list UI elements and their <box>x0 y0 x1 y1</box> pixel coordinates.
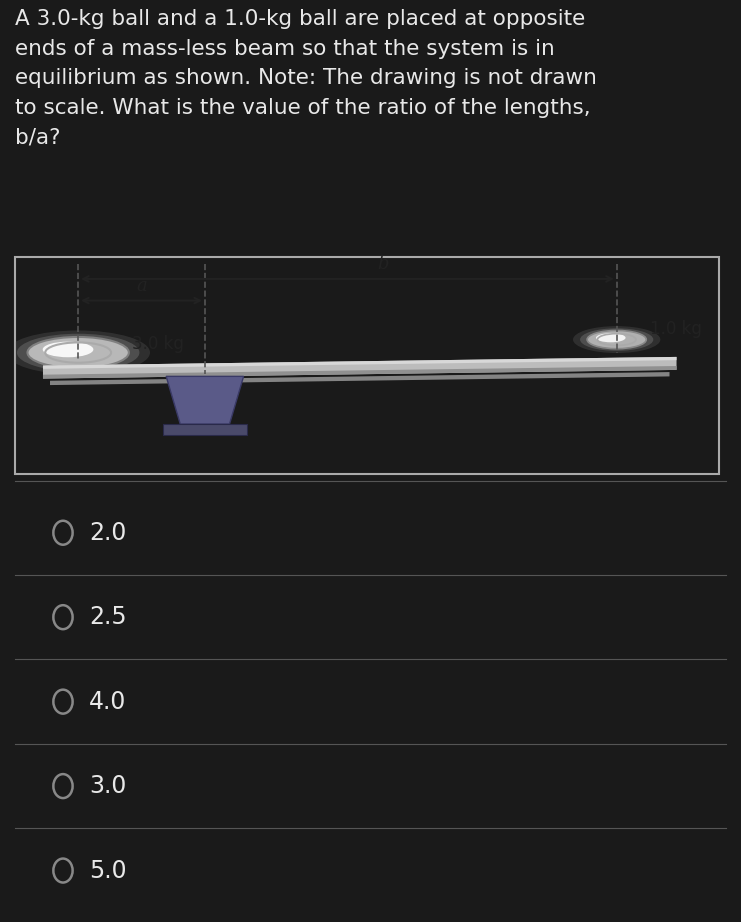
Circle shape <box>596 333 625 342</box>
Text: 1.0 kg: 1.0 kg <box>650 320 702 337</box>
Circle shape <box>587 330 646 349</box>
Circle shape <box>17 334 139 372</box>
Text: a: a <box>136 278 147 295</box>
Circle shape <box>573 326 660 353</box>
Circle shape <box>27 337 129 368</box>
Circle shape <box>580 328 654 351</box>
Text: 3.0: 3.0 <box>89 774 126 798</box>
Polygon shape <box>50 372 669 385</box>
Polygon shape <box>166 376 244 424</box>
Text: 3.0 kg: 3.0 kg <box>133 335 185 353</box>
Text: 2.0: 2.0 <box>89 521 126 545</box>
Bar <box>162 424 247 435</box>
Text: b: b <box>377 255 388 274</box>
Circle shape <box>43 342 93 357</box>
Circle shape <box>7 330 150 374</box>
Polygon shape <box>43 357 677 369</box>
Text: 5.0: 5.0 <box>89 858 127 882</box>
Polygon shape <box>43 357 677 379</box>
Text: 2.5: 2.5 <box>89 605 127 629</box>
Polygon shape <box>43 366 677 379</box>
Text: A 3.0-kg ball and a 1.0-kg ball are placed at opposite
ends of a mass-less beam : A 3.0-kg ball and a 1.0-kg ball are plac… <box>15 9 597 148</box>
Text: 4.0: 4.0 <box>89 690 126 714</box>
